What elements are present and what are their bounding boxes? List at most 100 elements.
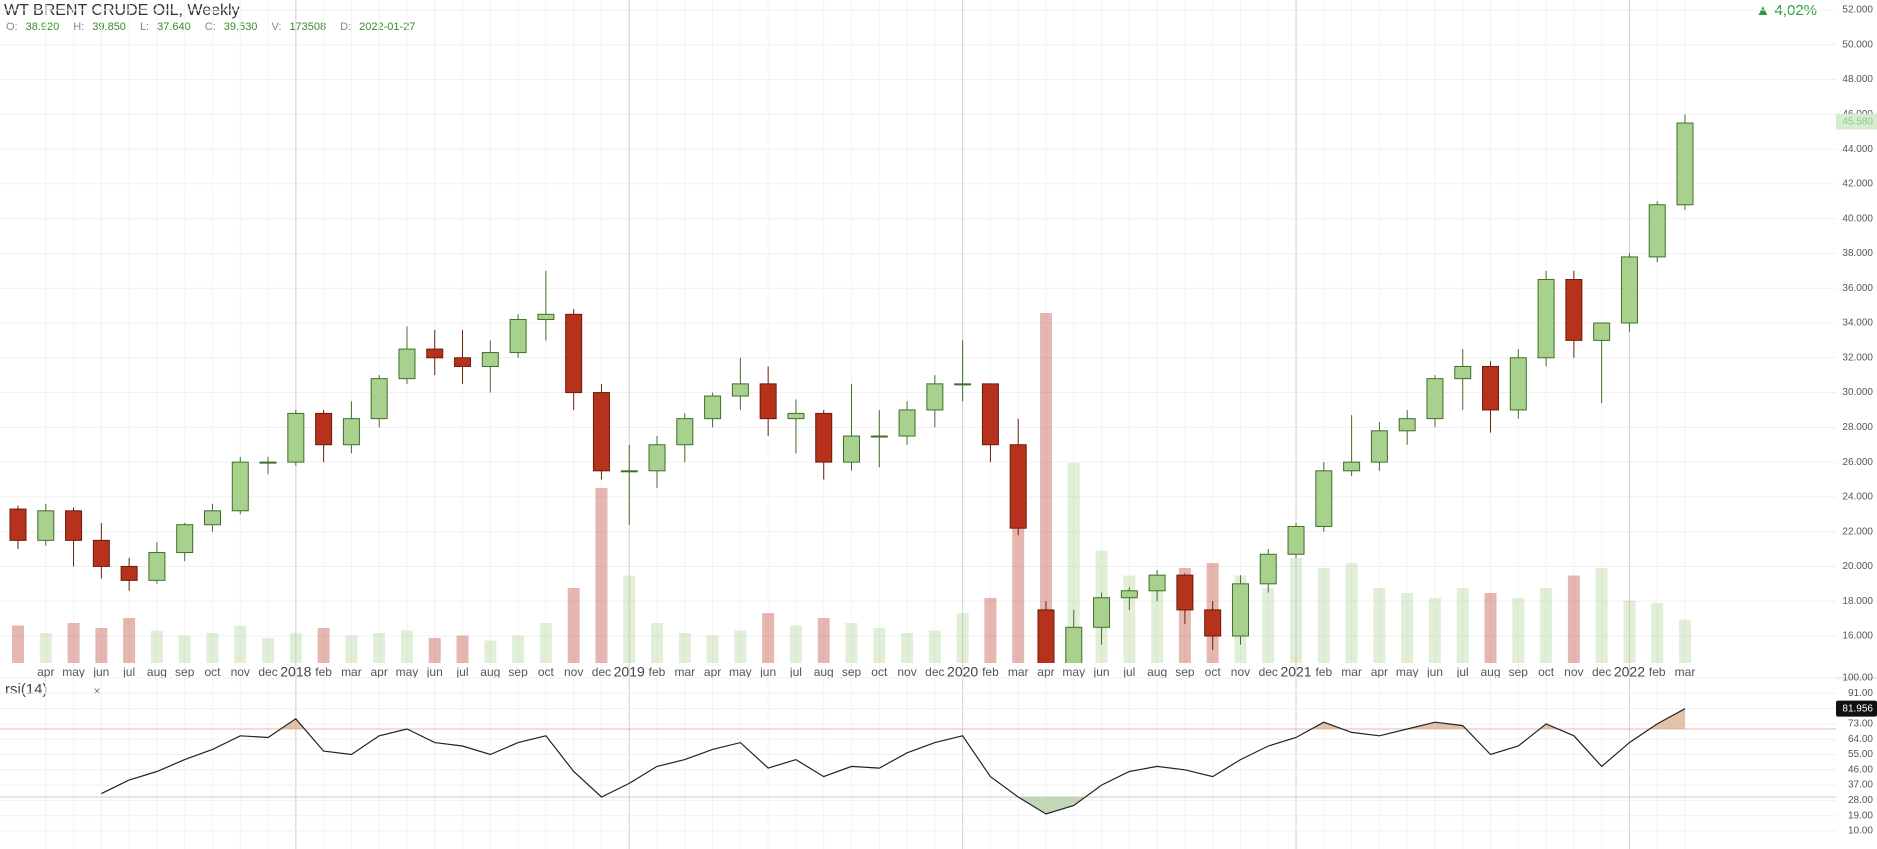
- x-tick-label: may: [62, 665, 85, 679]
- x-tick-label: apr: [704, 665, 721, 679]
- volume-bar: [1484, 593, 1497, 663]
- x-tick-label: aug: [480, 665, 500, 679]
- volume-bar: [1567, 575, 1580, 663]
- x-tick-label: mar: [1675, 665, 1696, 679]
- candle-body: [509, 319, 527, 354]
- candle-body: [1148, 574, 1166, 592]
- volume-bar: [1595, 568, 1608, 663]
- field-value: 173508: [289, 21, 326, 33]
- volume-bar: [1540, 588, 1553, 663]
- volume-bar: [123, 618, 136, 663]
- volume-bar: [956, 613, 969, 663]
- candle-body: [1426, 378, 1444, 420]
- x-tick-label: jun: [426, 665, 443, 679]
- x-tick-label: jul: [1122, 665, 1135, 679]
- candle-body: [1315, 470, 1333, 527]
- field-label: D:: [340, 21, 351, 33]
- field-value: 2022-01-27: [359, 21, 415, 33]
- rsi-line: [101, 708, 1686, 815]
- y-tick-label: 24.000: [1842, 492, 1873, 503]
- volume-bar: [1401, 593, 1414, 663]
- x-tick-label: nov: [564, 665, 583, 679]
- volume-bar: [178, 635, 191, 663]
- candle-body: [676, 418, 694, 446]
- volume-bar: [567, 588, 580, 663]
- x-tick-label: dec: [1592, 665, 1611, 679]
- x-tick-label: dec: [925, 665, 944, 679]
- candle-body: [898, 409, 916, 437]
- candle-body: [1398, 418, 1416, 432]
- field-label: H:: [73, 21, 84, 33]
- x-tick-label: feb: [1315, 665, 1332, 679]
- x-tick-label: aug: [1481, 665, 1501, 679]
- rsi-value-box: [1836, 700, 1877, 717]
- candle-body: [1509, 357, 1527, 411]
- volume-bar: [1512, 598, 1525, 663]
- y-tick-label: 20.000: [1842, 561, 1873, 572]
- x-tick-label: jul: [122, 665, 135, 679]
- candle-body: [203, 510, 221, 526]
- volume-bar: [984, 598, 997, 663]
- candle-body: [9, 508, 27, 541]
- candle-body: [176, 524, 194, 554]
- volume-bar: [928, 630, 941, 663]
- y-tick-label: 48.000: [1842, 74, 1873, 85]
- volume-bar: [39, 633, 52, 663]
- x-tick-label: mar: [674, 665, 695, 679]
- y-tick-label: 32.000: [1842, 352, 1873, 363]
- candle-body: [315, 412, 333, 446]
- x-tick-label: 2020: [947, 664, 978, 680]
- y-tick-label: 18.000: [1842, 596, 1873, 607]
- candle-body: [287, 412, 305, 463]
- candle-body: [37, 510, 55, 541]
- x-tick-label: dec: [1259, 665, 1278, 679]
- x-tick-label: oct: [538, 665, 555, 679]
- y-tick-label: 52.000: [1842, 5, 1873, 16]
- last-price-label: 45.580: [1842, 116, 1873, 127]
- volume-bar: [345, 635, 358, 663]
- field-value: 38.920: [26, 21, 60, 33]
- y-tick-label: 91.00: [1848, 688, 1873, 699]
- volume-bar: [12, 625, 24, 663]
- candle-body: [537, 313, 555, 321]
- volume-bar: [595, 488, 608, 663]
- candle-body: [1009, 444, 1027, 529]
- volume-bar: [1067, 463, 1080, 663]
- volume-bar: [789, 625, 802, 663]
- x-tick-label: nov: [1564, 665, 1583, 679]
- x-tick-label: aug: [814, 665, 834, 679]
- x-tick-label: nov: [897, 665, 916, 679]
- x-tick-label: jul: [456, 665, 469, 679]
- x-tick-label: aug: [1147, 665, 1167, 679]
- x-tick-label: sep: [1175, 665, 1195, 679]
- candle-body: [815, 412, 833, 463]
- candle-body: [1343, 461, 1361, 472]
- volume-bar: [1679, 619, 1691, 663]
- x-tick-label: feb: [1649, 665, 1666, 679]
- candle-body: [1065, 626, 1083, 663]
- volume-bar: [512, 635, 525, 663]
- close-button[interactable]: ×: [93, 684, 100, 698]
- x-tick-label: apr: [1037, 665, 1054, 679]
- x-tick-label: 2022: [1614, 664, 1645, 680]
- x-tick-label: sep: [508, 665, 528, 679]
- volume-bar: [484, 640, 497, 663]
- y-tick-label: 22.000: [1842, 526, 1873, 537]
- candle-body: [1120, 590, 1138, 599]
- chart-title: WT BRENT CRUDE OIL, Weekly: [4, 2, 240, 19]
- volume-bar: [289, 633, 302, 663]
- field-value: 37.640: [157, 21, 191, 33]
- candle-body: [1537, 279, 1555, 359]
- volume-bar: [428, 638, 441, 663]
- x-tick-label: may: [1396, 665, 1419, 679]
- candle-body: [1676, 122, 1694, 206]
- x-tick-label: jul: [789, 665, 802, 679]
- candle-body: [1176, 574, 1194, 611]
- volume-bar: [623, 575, 636, 663]
- x-tick-label: oct: [1538, 665, 1555, 679]
- y-tick-label: 34.000: [1842, 318, 1873, 329]
- x-tick-label: sep: [1509, 665, 1529, 679]
- candle-body: [787, 412, 805, 420]
